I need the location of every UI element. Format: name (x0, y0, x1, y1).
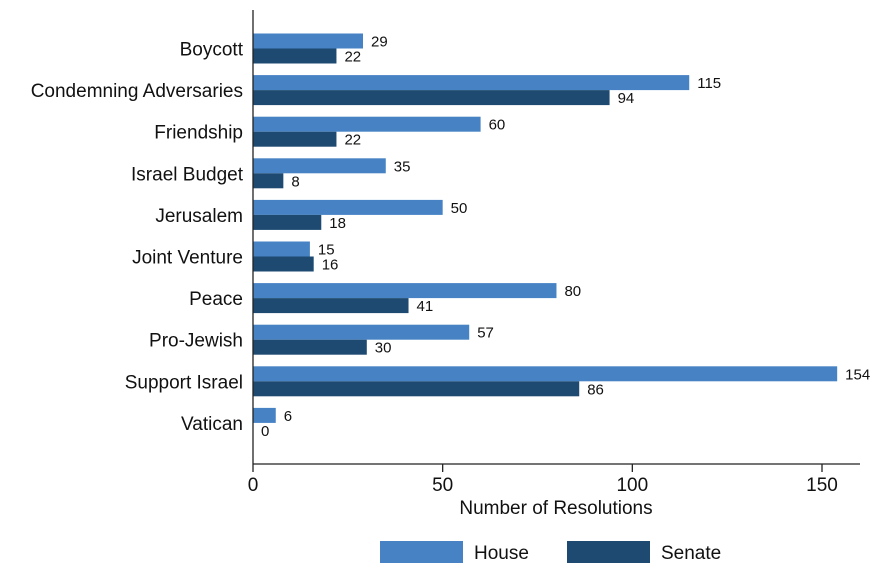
value-label-senate-friendship: 22 (344, 132, 361, 149)
value-label-senate-israel-budget: 8 (291, 173, 299, 190)
bar-house-joint-venture (253, 241, 310, 257)
bar-house-peace (253, 283, 557, 299)
bar-house-vatican (253, 407, 276, 423)
category-label-condemning-adversaries: Condemning Adversaries (31, 81, 243, 102)
value-label-senate-vatican: 0 (261, 423, 269, 440)
value-label-house-boycott: 29 (371, 34, 388, 51)
category-label-vatican: Vatican (181, 414, 243, 435)
x-tick-label-150: 150 (806, 475, 838, 496)
bar-senate-jerusalem (253, 214, 322, 230)
bar-senate-condemning-adversaries (253, 90, 610, 106)
bar-house-boycott (253, 33, 364, 49)
category-label-pro-jewish: Pro-Jewish (149, 331, 243, 352)
value-label-senate-support-israel: 86 (587, 381, 604, 398)
category-label-peace: Peace (189, 289, 243, 310)
bar-house-jerusalem (253, 199, 443, 215)
bar-senate-israel-budget (253, 173, 284, 189)
value-label-house-friendship: 60 (489, 117, 506, 134)
bar-house-israel-budget (253, 158, 386, 174)
value-label-house-israel-budget: 35 (394, 158, 411, 175)
value-label-house-vatican: 6 (284, 408, 292, 425)
category-label-support-israel: Support Israel (125, 372, 243, 393)
value-label-senate-condemning-adversaries: 94 (618, 90, 635, 107)
category-label-friendship: Friendship (154, 123, 243, 144)
value-label-house-peace: 80 (564, 283, 581, 300)
bar-senate-support-israel (253, 381, 580, 397)
value-label-senate-joint-venture: 16 (322, 257, 339, 274)
value-label-senate-peace: 41 (417, 298, 434, 315)
x-axis-title: Number of Resolutions (459, 498, 652, 519)
bar-house-condemning-adversaries (253, 75, 690, 91)
bars-group (253, 33, 838, 423)
x-ticks-group: 0 50 100 150 (248, 464, 838, 496)
bar-senate-boycott (253, 48, 337, 64)
value-label-house-support-israel: 154 (845, 366, 870, 383)
category-label-boycott: Boycott (180, 40, 244, 61)
value-label-house-condemning-adversaries: 115 (697, 75, 721, 92)
value-label-house-joint-venture: 15 (318, 242, 335, 259)
bar-senate-friendship (253, 131, 337, 147)
category-label-jerusalem: Jerusalem (155, 206, 243, 227)
value-label-senate-jerusalem: 18 (329, 215, 346, 232)
value-label-senate-pro-jewish: 30 (375, 340, 392, 357)
category-label-israel-budget: Israel Budget (131, 164, 244, 185)
category-label-joint-venture: Joint Venture (132, 248, 243, 269)
legend-swatch-senate (567, 541, 650, 563)
legend-swatch-house (380, 541, 463, 563)
bar-senate-peace (253, 298, 409, 314)
value-label-senate-boycott: 22 (344, 49, 361, 66)
bar-house-friendship (253, 116, 481, 132)
legend: House Senate (380, 541, 721, 564)
x-tick-label-0: 0 (248, 475, 259, 496)
x-tick-label-50: 50 (432, 475, 453, 496)
axes-group (252, 10, 860, 465)
legend-label-senate: Senate (661, 543, 721, 564)
x-tick-label-100: 100 (616, 475, 648, 496)
value-label-house-pro-jewish: 57 (477, 325, 494, 342)
bar-house-pro-jewish (253, 324, 470, 340)
legend-label-house: House (474, 543, 529, 564)
bar-senate-joint-venture (253, 256, 314, 272)
value-label-house-jerusalem: 50 (451, 200, 468, 217)
category-labels-group: Boycott Condemning Adversaries Friendship I… (31, 40, 244, 435)
bar-house-support-israel (253, 366, 838, 382)
bar-senate-pro-jewish (253, 339, 367, 355)
